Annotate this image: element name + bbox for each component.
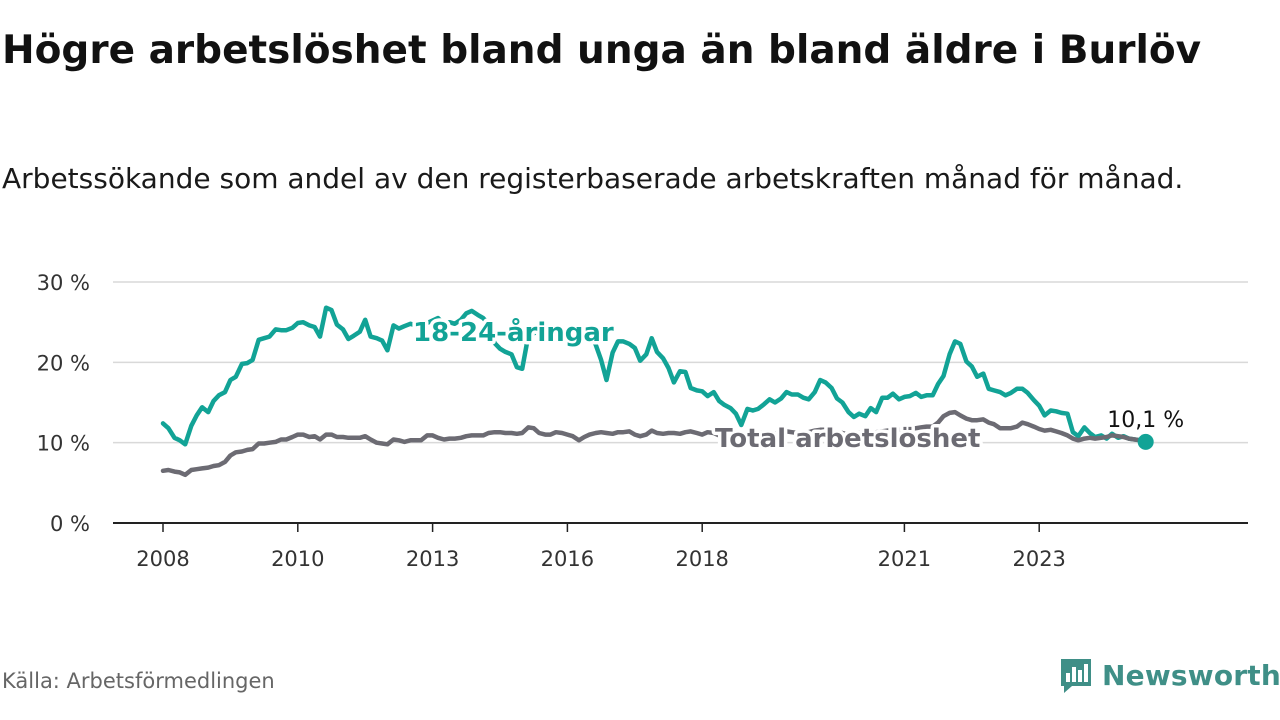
y-tick-label: 20 % [37,351,90,375]
end-point-marker [1137,433,1154,450]
y-axis: 0 % 10 % 20 % 30 % [37,271,90,536]
brand-name: Newsworthy [1102,658,1280,692]
x-tick-label: 2021 [878,547,931,571]
series-label-total: Total arbetslöshet [715,424,980,454]
series-lines [160,305,1148,478]
x-tick-label: 2010 [271,547,324,571]
end-value-label: 10,1 % [1107,408,1184,433]
end-value-halo: 10,1 % [1107,408,1184,433]
x-tick-label: 2023 [1012,547,1065,571]
gridlines [113,281,1248,444]
x-tick-label: 2016 [541,547,594,571]
bar-chart-logo-icon [1061,659,1091,693]
series-label-halo: Total arbetslöshet [715,424,980,454]
series-line-total [160,409,1148,478]
y-tick-label: 10 % [37,432,90,456]
series-label-halo: 18-24-åringar [413,316,614,348]
chart-subtitle: Arbetssökande som andel av den registerb… [2,162,1184,195]
x-axis: 2008 2010 2013 2016 2018 2021 2023 [113,522,1248,571]
series-line-youth [160,305,1148,447]
x-tick-label: 2018 [675,547,728,571]
y-tick-label: 0 % [50,512,90,536]
line-chart: 0 % 10 % 20 % 30 % 2008 2010 2013 2016 2018 2021… [37,271,1248,571]
series-label-youth: 18-24-åringar [413,316,614,348]
source-note: Källa: Arbetsförmedlingen [2,669,275,693]
x-tick-label: 2013 [406,547,459,571]
newsworthy-logo[interactable]: Newsworthy [1058,654,1280,696]
y-tick-label: 30 % [37,271,90,295]
x-tick-label: 2008 [136,547,189,571]
chart-title: Högre arbetslöshet bland unga än bland ä… [2,28,1202,73]
